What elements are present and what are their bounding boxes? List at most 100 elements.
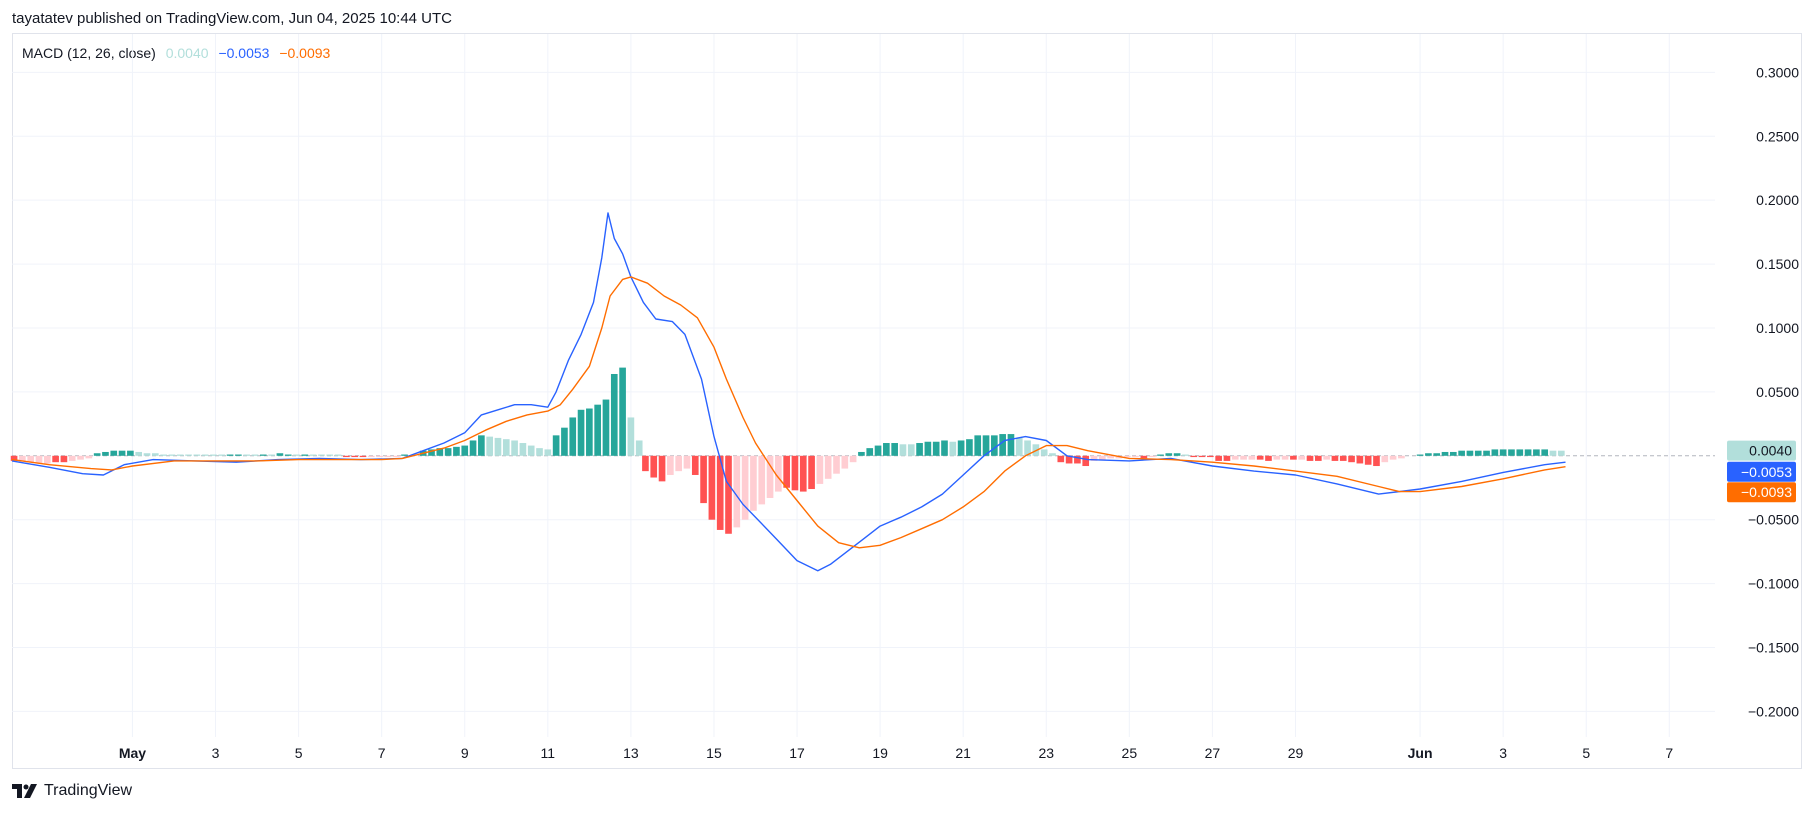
histogram-bar [135, 451, 143, 456]
histogram-bar [461, 445, 469, 456]
histogram-bar [1265, 455, 1272, 461]
histogram-bar [577, 409, 585, 456]
histogram-bar [1516, 449, 1524, 456]
histogram-bar [436, 448, 444, 456]
price-label-box [1727, 482, 1796, 503]
histogram-bar [552, 435, 560, 456]
histogram-bar [185, 454, 192, 456]
histogram-bar [502, 439, 510, 456]
histogram-bar [1533, 449, 1540, 456]
histogram-bar [982, 435, 990, 456]
footer-brand-label: TradingView [44, 782, 133, 799]
histogram-bar [151, 453, 159, 456]
histogram-bar [783, 455, 790, 488]
histogram-bar [642, 455, 649, 472]
histogram-bar [494, 437, 502, 456]
histogram-bar [527, 445, 535, 456]
histogram-bar [602, 399, 610, 456]
histogram-bar [627, 417, 635, 456]
x-tick-label: 9 [461, 745, 469, 761]
histogram-bar [453, 446, 460, 456]
histogram-bar [1173, 453, 1181, 456]
y-tick-label: 0.1500 [1756, 256, 1799, 272]
publisher-header: tayatatev published on TradingView.com, … [12, 10, 453, 27]
histogram-bar [858, 451, 865, 456]
histogram-bar [1416, 454, 1424, 456]
x-tick-label: 7 [378, 745, 386, 761]
histogram-bar [1356, 455, 1364, 464]
histogram-bar [118, 450, 126, 456]
histogram-bar [594, 404, 601, 456]
price-label: −0.0053 [1741, 464, 1792, 480]
histogram-bar [110, 450, 118, 456]
histogram-bar [1015, 437, 1023, 456]
histogram-bar [1466, 450, 1474, 456]
x-tick-label: 15 [706, 745, 722, 761]
histogram-bar [675, 455, 682, 472]
indicator-name: MACD (12, 26, close) [22, 45, 156, 61]
histogram-bar [102, 451, 109, 456]
histogram-bar [1231, 455, 1239, 460]
histogram-bar [52, 455, 59, 463]
histogram-bar [932, 441, 940, 456]
x-tick-label: 23 [1038, 745, 1054, 761]
histogram-bar [750, 455, 757, 511]
histogram-bar [816, 455, 824, 484]
histogram-bar [478, 435, 485, 456]
footer-brand[interactable]: TradingView [12, 782, 132, 800]
y-tick-label: 0.1000 [1756, 320, 1799, 336]
histogram-bar [226, 454, 234, 456]
price-label-box [1727, 440, 1796, 461]
histogram-bar [1256, 455, 1264, 460]
macd-value: −0.0053 [218, 45, 270, 61]
histogram-bar [68, 455, 76, 461]
histogram-bar [210, 454, 217, 456]
y-tick-label: 0.2500 [1756, 128, 1799, 144]
histogram-bar [1132, 455, 1139, 458]
histogram-bar [218, 454, 226, 456]
x-tick-label: 3 [212, 745, 220, 761]
y-tick-label: 0.2000 [1756, 192, 1799, 208]
histogram-bar [874, 445, 882, 456]
histogram-bar [127, 450, 134, 456]
histogram-bar [899, 444, 907, 456]
histogram-bar [741, 455, 749, 520]
histogram-bar [1433, 453, 1441, 456]
histogram-bar [683, 455, 691, 469]
histogram-bar [1373, 455, 1380, 467]
x-tick-label: 19 [872, 745, 888, 761]
histogram-bar [1557, 450, 1565, 456]
histogram-bar [833, 455, 840, 474]
histogram-bar [1389, 455, 1397, 460]
histogram-bar [1290, 455, 1297, 460]
histogram-bar [35, 455, 43, 464]
histogram-bar [1223, 455, 1231, 461]
histogram-bar [1207, 455, 1214, 458]
histogram-bar [1549, 450, 1557, 456]
histogram-bar [536, 448, 543, 456]
histogram-bar [791, 455, 799, 491]
histogram-bar [1541, 449, 1549, 456]
histogram-bar [824, 455, 832, 479]
price-label: 0.0040 [1749, 443, 1792, 459]
histogram-bar [1364, 455, 1372, 465]
histogram-bar [700, 455, 707, 504]
x-tick-label: May [119, 745, 146, 761]
histogram-bar [1157, 454, 1164, 456]
histogram-bar [841, 455, 849, 469]
histogram-bar [1381, 455, 1389, 463]
histogram-bar [1483, 450, 1490, 456]
histogram-bar [309, 454, 317, 456]
histogram-bar [957, 440, 965, 456]
histogram-bar [326, 454, 334, 456]
histogram-bar [866, 448, 874, 456]
histogram-bar [1298, 455, 1306, 460]
x-tick-label: 27 [1205, 745, 1221, 761]
histogram-bar [766, 455, 774, 498]
histogram-bar [1165, 453, 1173, 456]
histogram-bar [569, 417, 577, 456]
histogram-bar [1007, 434, 1015, 456]
x-tick-label: 25 [1122, 745, 1138, 761]
indicator-legend[interactable]: MACD (12, 26, close) 0.0040 −0.0053 −0.0… [22, 45, 336, 61]
